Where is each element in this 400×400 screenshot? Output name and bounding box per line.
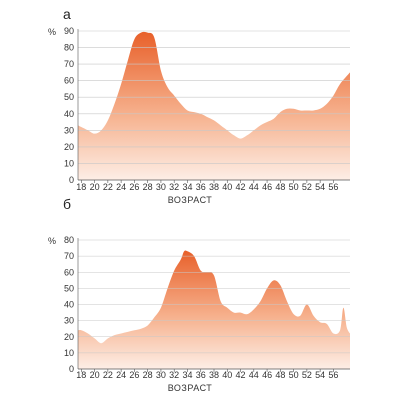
area-series — [78, 250, 350, 369]
y-tick-label: 30 — [64, 316, 74, 326]
x-tick-label: 24 — [116, 370, 126, 380]
y-axis-label: % — [48, 236, 56, 246]
y-tick-label: 20 — [64, 332, 74, 342]
x-tick-label: 20 — [90, 370, 100, 380]
y-tick-label: 70 — [64, 251, 74, 261]
x-tick-label: 42 — [236, 370, 246, 380]
y-tick-label: 40 — [64, 109, 74, 119]
x-tick-label: 30 — [156, 182, 166, 192]
x-tick-label: 18 — [76, 370, 86, 380]
x-tick-label: 34 — [182, 182, 192, 192]
y-tick-label: 50 — [64, 283, 74, 293]
x-tick-label: 56 — [328, 370, 338, 380]
x-tick-label: 36 — [196, 182, 206, 192]
x-tick-label: 32 — [169, 182, 179, 192]
y-tick-label: 40 — [64, 300, 74, 310]
x-tick-label: 30 — [156, 370, 166, 380]
x-tick-label: 32 — [169, 370, 179, 380]
y-tick-label: 20 — [64, 142, 74, 152]
x-tick-label: 52 — [302, 370, 312, 380]
x-tick-label: 26 — [129, 370, 139, 380]
x-tick-label: 36 — [196, 370, 206, 380]
x-axis-title: ВОЗРАСТ — [168, 383, 213, 393]
area-series — [78, 31, 350, 180]
x-axis-title: ВОЗРАСТ — [168, 195, 213, 205]
x-tick-label: 38 — [209, 182, 219, 192]
y-tick-label: 90 — [64, 26, 74, 36]
x-tick-label: 24 — [116, 182, 126, 192]
x-tick-label: 22 — [103, 182, 113, 192]
x-tick-label: 50 — [289, 182, 299, 192]
y-axis-label: % — [48, 27, 56, 37]
x-tick-label: 40 — [222, 370, 232, 380]
x-tick-label: 28 — [143, 370, 153, 380]
x-tick-label: 40 — [222, 182, 232, 192]
x-tick-label: 22 — [103, 370, 113, 380]
x-tick-label: 54 — [315, 370, 325, 380]
y-tick-label: 70 — [64, 59, 74, 69]
y-tick-label: 30 — [64, 125, 74, 135]
y-tick-label: 0 — [69, 175, 74, 185]
y-tick-label: 60 — [64, 76, 74, 86]
x-tick-label: 44 — [249, 370, 259, 380]
y-tick-label: 80 — [64, 235, 74, 245]
y-tick-label: 10 — [64, 348, 74, 358]
x-tick-label: 52 — [302, 182, 312, 192]
x-tick-label: 54 — [315, 182, 325, 192]
panel-letter-b: б — [63, 196, 72, 212]
y-tick-label: 0 — [69, 364, 74, 374]
y-tick-label: 10 — [64, 158, 74, 168]
x-tick-label: 18 — [76, 182, 86, 192]
x-tick-label: 48 — [275, 370, 285, 380]
x-tick-label: 28 — [143, 182, 153, 192]
x-tick-label: 44 — [249, 182, 259, 192]
y-tick-label: 80 — [64, 43, 74, 53]
x-tick-label: 46 — [262, 370, 272, 380]
x-tick-label: 26 — [129, 182, 139, 192]
y-tick-label: 50 — [64, 92, 74, 102]
x-tick-label: 38 — [209, 370, 219, 380]
x-tick-label: 42 — [236, 182, 246, 192]
x-tick-label: 20 — [90, 182, 100, 192]
x-tick-label: 50 — [289, 370, 299, 380]
y-tick-label: 60 — [64, 267, 74, 277]
x-tick-label: 34 — [182, 370, 192, 380]
x-tick-label: 56 — [328, 182, 338, 192]
x-tick-label: 48 — [275, 182, 285, 192]
panel-letter-a: а — [63, 6, 71, 22]
x-tick-label: 46 — [262, 182, 272, 192]
